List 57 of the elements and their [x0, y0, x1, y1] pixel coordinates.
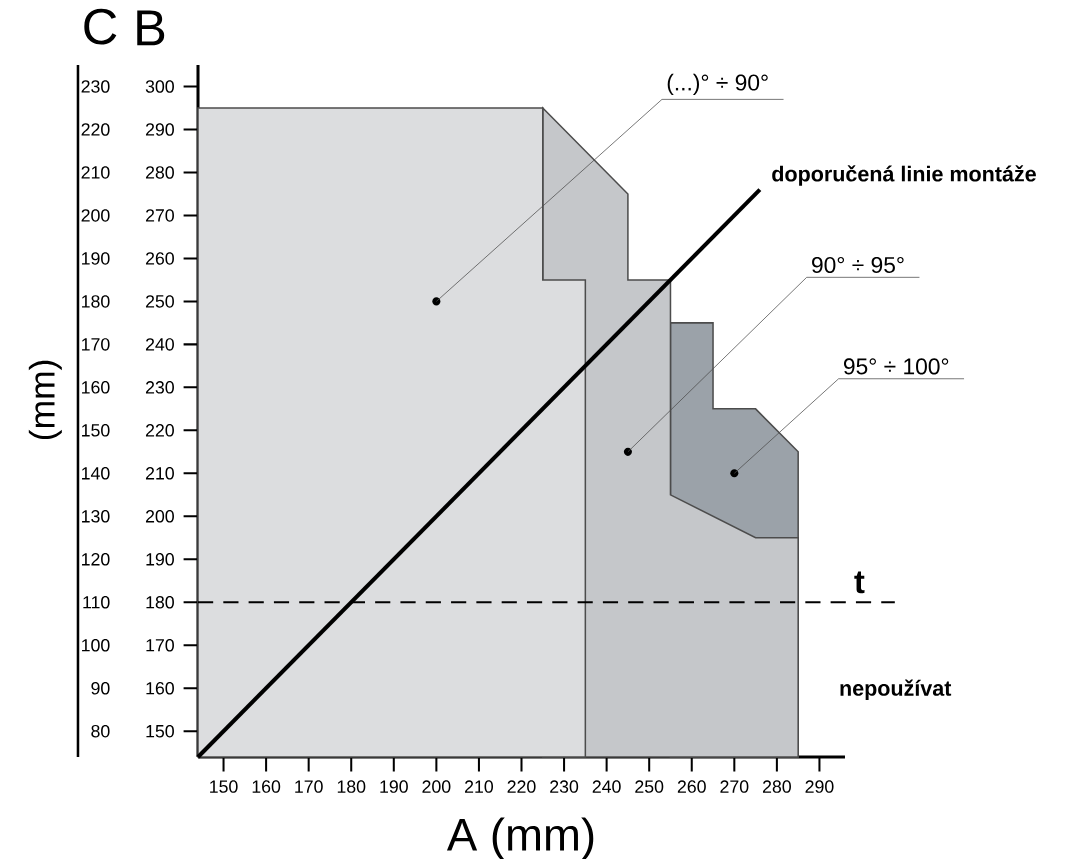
- x-tick-label: 210: [465, 780, 494, 793]
- y-tick-label: 150: [146, 724, 174, 738]
- ref-line-label: t: [854, 571, 865, 594]
- x-tick-label: 280: [762, 780, 791, 793]
- series-label: doporučená linie montáže: [772, 165, 1036, 186]
- x-tick-label: 180: [337, 780, 366, 793]
- y-tick-label: 280: [145, 166, 174, 179]
- y-tick-label: 270: [145, 209, 174, 222]
- y2-tick-label: 100: [82, 638, 110, 652]
- x-tick-label: 200: [422, 780, 451, 793]
- x-tick-label: 270: [720, 780, 749, 793]
- y2-tick-label: 200: [81, 209, 110, 222]
- x-tick-label: 240: [592, 780, 621, 793]
- y-axis-title: B: [137, 10, 165, 46]
- x-tick-label: 190: [380, 780, 408, 793]
- y-tick-label: 180: [146, 596, 174, 609]
- annotation: (...)° ÷ 90°: [667, 73, 768, 96]
- y-tick-label: 300: [145, 80, 174, 93]
- x-tick-label: 290: [805, 780, 834, 793]
- y2-tick-label: 120: [82, 553, 110, 566]
- x-tick-label: 170: [295, 780, 323, 793]
- text: (mm): [28, 360, 62, 440]
- x-tick-label: 250: [635, 780, 664, 793]
- x-tick-label: 150: [210, 780, 238, 793]
- y2-tick-label: 190: [82, 252, 110, 265]
- y-tick-label: 230: [145, 381, 174, 394]
- x-tick-label: 220: [507, 780, 536, 793]
- y2-tick-label: 220: [81, 123, 110, 136]
- annotation: 95° ÷ 100°: [843, 358, 949, 375]
- y-tick-label: 210: [145, 467, 174, 480]
- y2-tick-label: 210: [81, 166, 110, 179]
- annotation: 90° ÷ 95°: [812, 256, 904, 274]
- y2-tick-label: 130: [82, 510, 110, 523]
- x-axis-title: A (mm): [446, 817, 594, 859]
- y-tick-label: 200: [145, 510, 174, 523]
- y-tick-label: 250: [145, 295, 174, 308]
- y2-tick-label: 90: [91, 681, 110, 695]
- annotation: nepoužívat: [840, 679, 952, 701]
- x-tick-label: 260: [677, 780, 706, 793]
- y2-tick-label: 80: [91, 724, 110, 738]
- y-tick-label: 190: [146, 553, 174, 566]
- y2-tick-label: 180: [82, 295, 110, 308]
- y2-tick-label: 170: [82, 338, 110, 351]
- x-tick-label: 230: [550, 780, 579, 793]
- y2-tick-label: 160: [82, 381, 110, 394]
- y2-tick-label: 230: [81, 80, 110, 93]
- x-tick-label: 160: [252, 780, 281, 793]
- y-tick-label: 240: [145, 338, 174, 351]
- y2-tick-label: 110: [83, 596, 110, 609]
- y-tick-label: 290: [145, 123, 174, 136]
- y2-tick-label: 140: [82, 467, 110, 480]
- y2-tick-label: 150: [82, 424, 110, 437]
- y2-axis-title: C: [84, 8, 117, 45]
- y-tick-label: 260: [145, 252, 174, 265]
- y-tick-label: 170: [146, 639, 174, 652]
- y-tick-label: 220: [145, 424, 174, 437]
- y-tick-label: 160: [146, 681, 174, 695]
